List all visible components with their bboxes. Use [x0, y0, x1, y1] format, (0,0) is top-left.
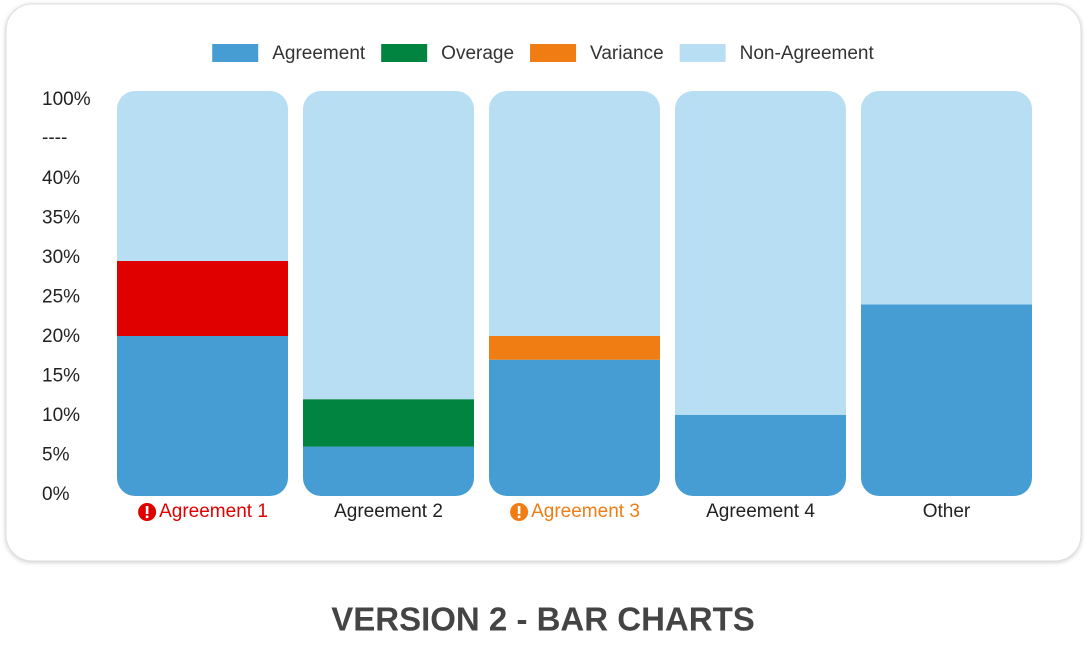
x-tick-label: Agreement 2	[334, 501, 443, 522]
legend: Agreement Overage Variance Non-Agreement	[212, 43, 874, 64]
bar-segment	[675, 415, 846, 496]
bar-segment	[117, 336, 288, 496]
y-tick-label: 40%	[42, 168, 80, 189]
bar-group	[117, 91, 288, 496]
y-tick-label: 30%	[42, 247, 80, 268]
bar-segment	[489, 359, 660, 496]
bar-segment	[489, 336, 660, 360]
alert-icon-bar	[517, 506, 521, 514]
alert-icon-bar	[145, 506, 149, 514]
y-tick-label: 15%	[42, 366, 80, 387]
alert-icon-dot	[145, 515, 149, 519]
axis-break-label: ----	[42, 128, 67, 149]
legend-label: Variance	[590, 43, 664, 64]
legend-swatch	[212, 44, 259, 62]
alert-icon-dot	[517, 515, 521, 519]
y-tick-label: 5%	[42, 445, 70, 466]
bar-segment	[117, 260, 288, 336]
y-tick-label: 25%	[42, 287, 80, 308]
bar-segment	[861, 91, 1032, 305]
bar-segment	[303, 399, 474, 447]
bar-group	[303, 91, 474, 496]
bar-segment	[303, 446, 474, 496]
y-tick-label: 10%	[42, 405, 80, 426]
bar-group	[489, 91, 660, 496]
bar-segment	[675, 91, 846, 415]
x-tick-label: Agreement 4	[706, 501, 815, 522]
bar-segment	[303, 91, 474, 400]
y-tick-label: 35%	[42, 208, 80, 229]
y-tick-label: 100%	[42, 89, 91, 110]
bar-group	[861, 91, 1032, 496]
x-tick-label: Agreement 3	[531, 501, 640, 522]
bar-segment	[117, 91, 288, 261]
x-tick-label: Agreement 1	[159, 501, 268, 522]
legend-label: Overage	[441, 43, 514, 64]
legend-label: Agreement	[272, 43, 366, 64]
bar-group	[675, 91, 846, 496]
bar-segment	[489, 91, 660, 336]
y-tick-label: 0%	[42, 484, 70, 505]
y-tick-label: 20%	[42, 326, 80, 347]
legend-swatch	[530, 44, 577, 62]
legend-swatch	[381, 44, 428, 62]
caption: VERSION 2 - BAR CHARTS	[331, 601, 755, 638]
legend-label: Non-Agreement	[740, 43, 875, 64]
bar-segment	[861, 304, 1032, 496]
legend-swatch	[679, 44, 726, 62]
x-tick-label: Other	[923, 501, 971, 522]
